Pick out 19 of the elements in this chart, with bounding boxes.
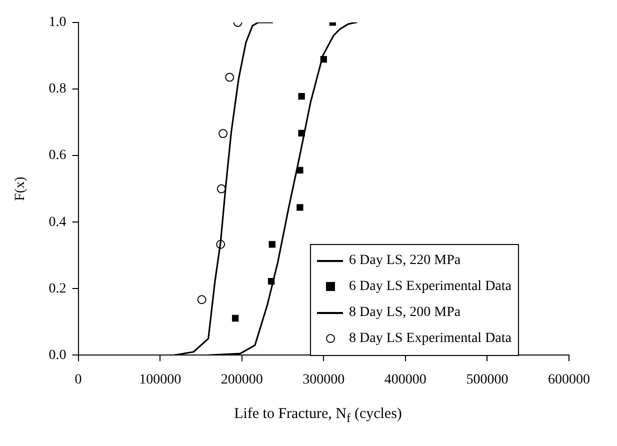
x-tick-label: 600000 <box>548 372 590 388</box>
y-tick-label: 0.4 <box>48 214 66 230</box>
x-tick-label: 400000 <box>384 372 426 388</box>
x-tick-label: 500000 <box>466 372 508 388</box>
y-tick-label: 0.6 <box>48 148 66 164</box>
x-tick-label: 200000 <box>220 372 263 388</box>
x-axis-title: Life to Fracture, N$_{f}$ (cycles) <box>233 406 403 426</box>
legend-label: 6 Day LS, 220 MPa <box>349 253 461 268</box>
legend-label: 6 Day LS Experimental Data <box>349 279 512 294</box>
y-tick-label: 0.2 <box>48 281 66 296</box>
x-tick-label: 300000 <box>302 372 345 388</box>
x-tick-label: 0 <box>74 372 82 388</box>
y-tick-label: 0.0 <box>48 348 66 363</box>
y-tick-label: 0.8 <box>48 82 66 97</box>
y-tick-label: 1.0 <box>48 15 66 30</box>
legend-label: 8 Day LS, 200 MPa <box>349 305 461 320</box>
legend-label: 8 Day LS Experimental Data <box>349 331 512 346</box>
x-tick-label: 100000 <box>139 372 182 388</box>
y-axis-title: F(x) <box>13 176 28 201</box>
